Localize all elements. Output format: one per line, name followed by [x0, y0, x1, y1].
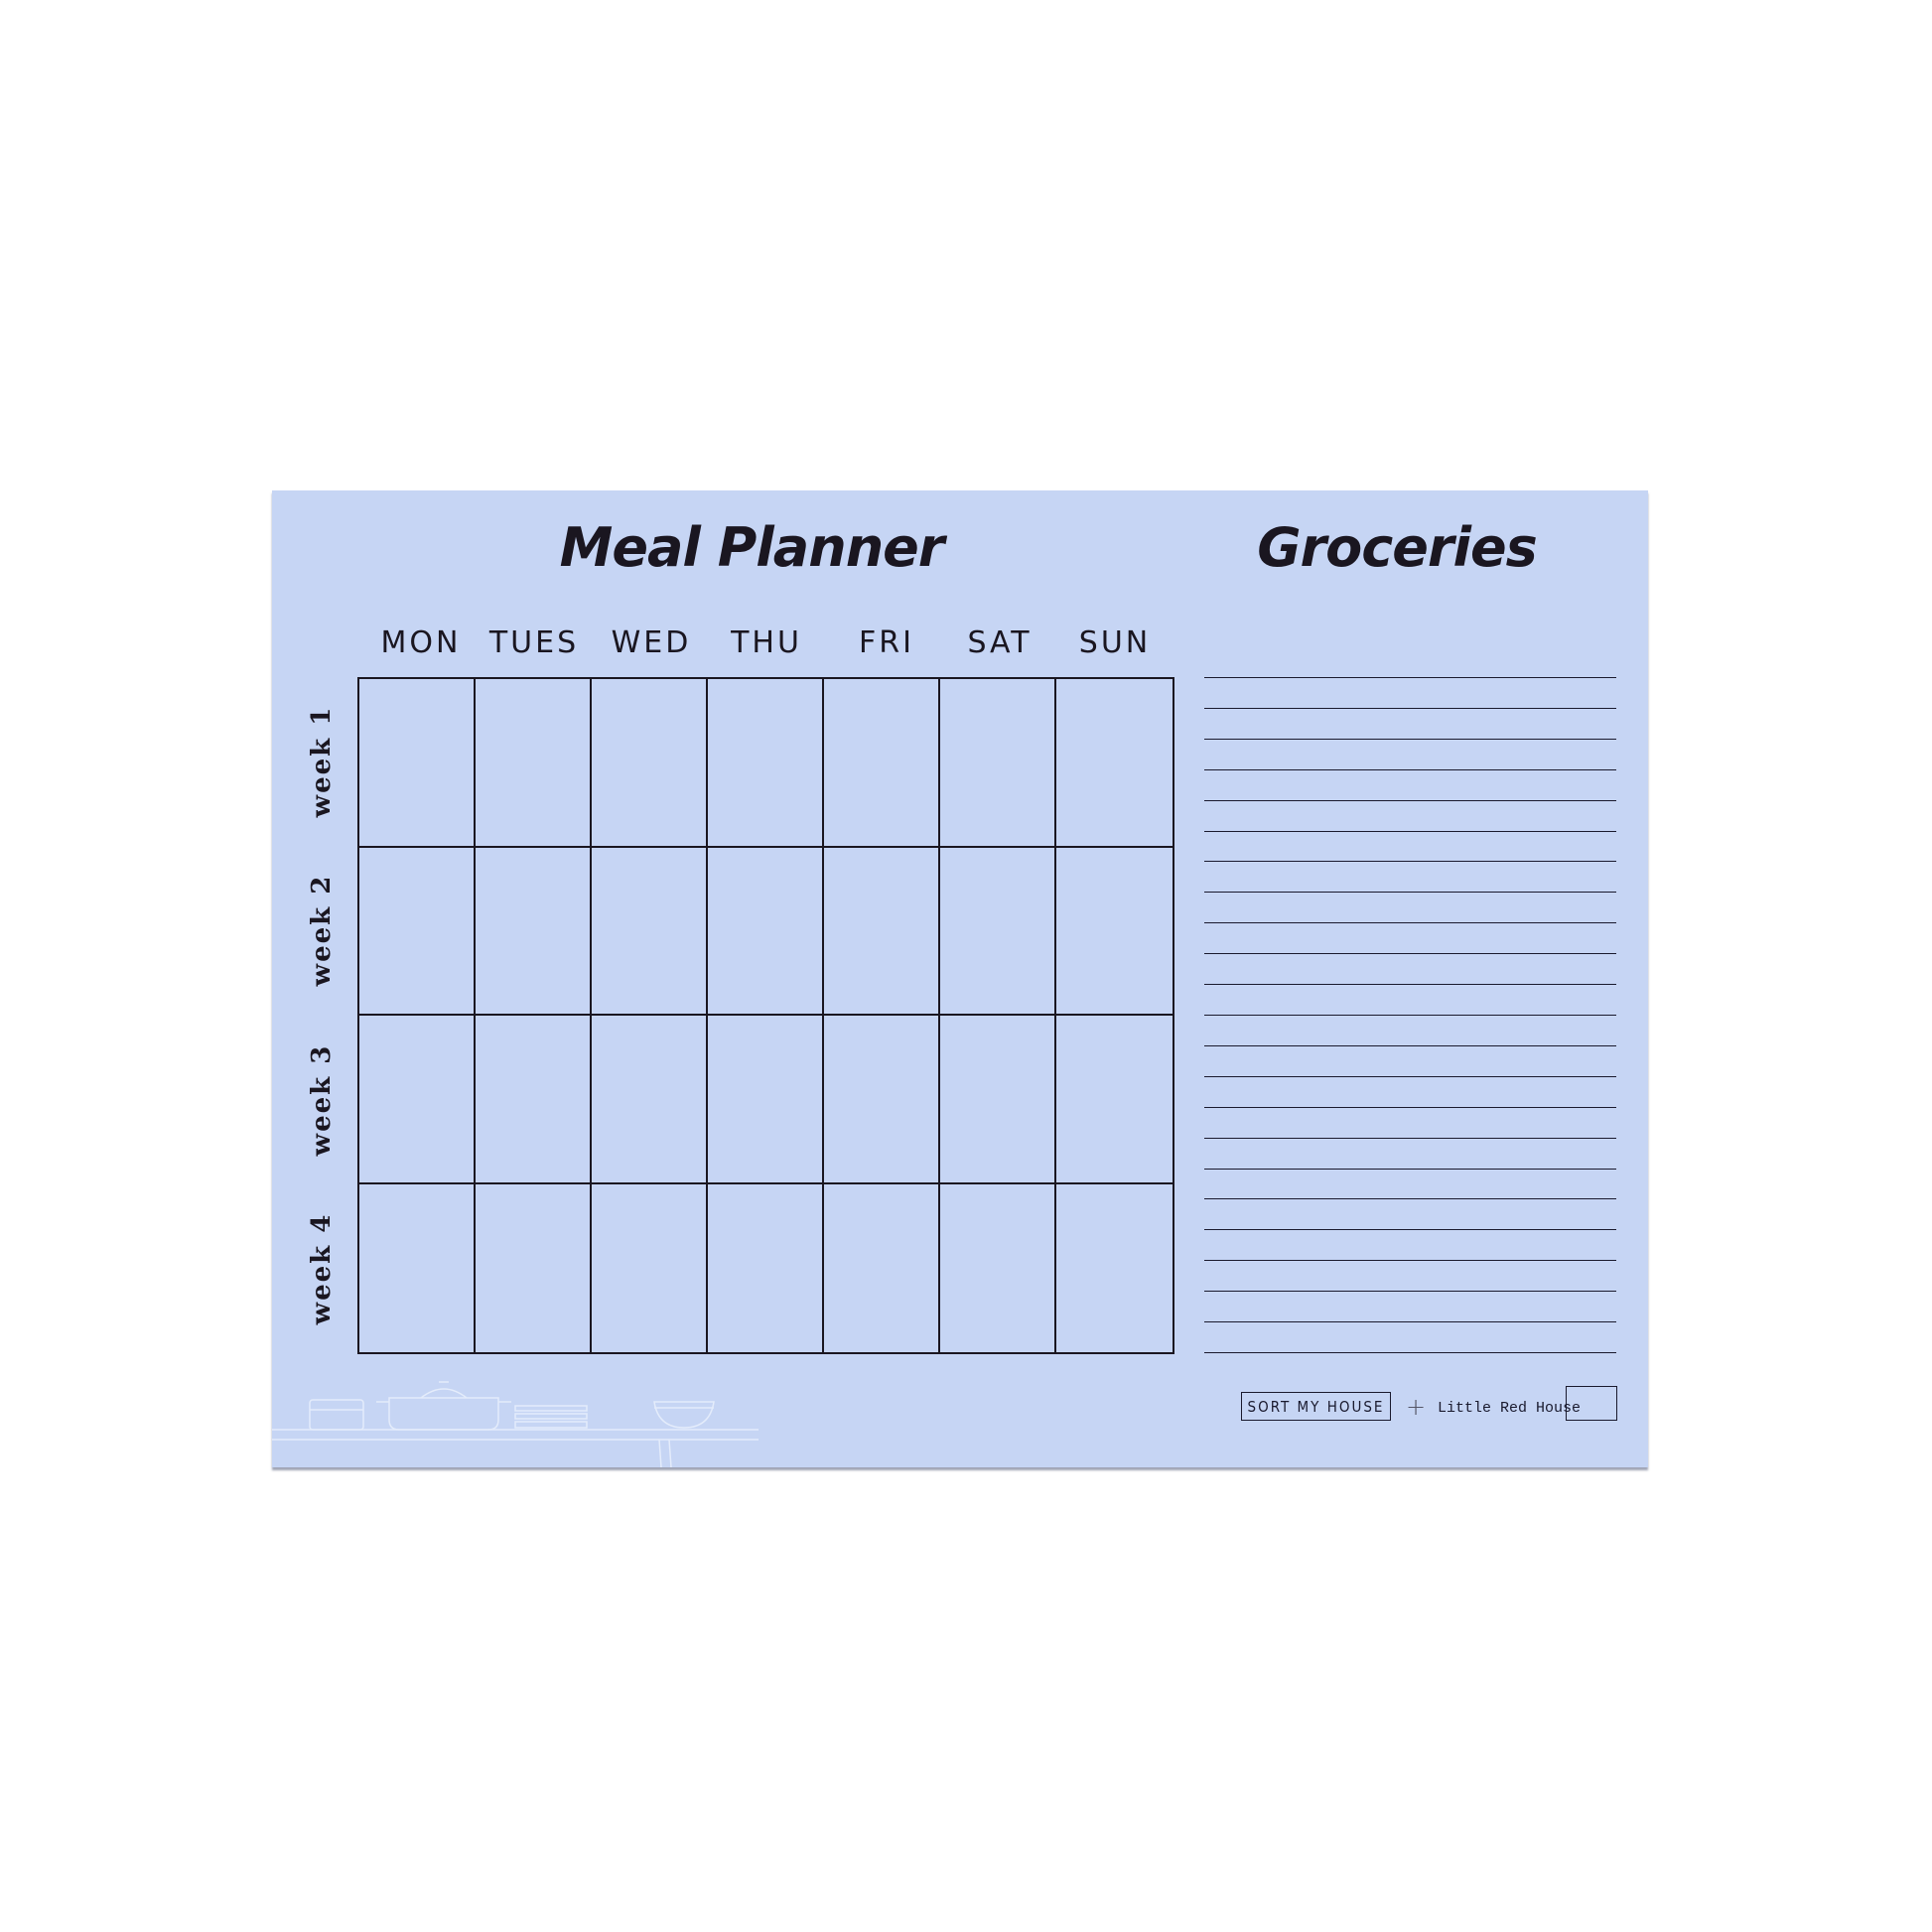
kitchen-shelf-illustration: [272, 1381, 759, 1467]
grocery-line[interactable]: [1204, 1044, 1616, 1046]
grocery-line[interactable]: [1204, 984, 1616, 986]
grocery-line[interactable]: [1204, 1321, 1616, 1323]
day-label-fri: FRI: [859, 625, 914, 660]
grocery-line[interactable]: [1204, 677, 1616, 678]
meal-cell[interactable]: [940, 679, 1056, 848]
meal-cell[interactable]: [592, 679, 708, 848]
meal-cell[interactable]: [940, 1183, 1056, 1352]
week-label-3: week 3: [307, 1043, 337, 1157]
grocery-line[interactable]: [1204, 830, 1616, 832]
meal-cell[interactable]: [708, 847, 824, 1016]
grocery-line[interactable]: [1204, 707, 1616, 709]
grocery-line[interactable]: [1204, 1168, 1616, 1170]
meal-cell[interactable]: [1056, 1016, 1173, 1184]
plus-icon: +: [1406, 1393, 1427, 1421]
meal-cell[interactable]: [359, 1016, 476, 1184]
meal-cell[interactable]: [476, 847, 592, 1016]
meal-cell[interactable]: [708, 1183, 824, 1352]
grocery-line[interactable]: [1204, 768, 1616, 770]
meal-cell[interactable]: [359, 1183, 476, 1352]
meal-cell[interactable]: [1056, 1184, 1173, 1353]
grocery-line[interactable]: [1204, 1260, 1616, 1262]
grocery-line[interactable]: [1204, 1075, 1616, 1077]
meal-cell[interactable]: [940, 847, 1056, 1016]
grocery-line[interactable]: [1204, 953, 1616, 955]
meal-grid: [357, 677, 1174, 1354]
grocery-line[interactable]: [1204, 799, 1616, 801]
sort-my-house-logo: SORT MY HOUSE: [1241, 1392, 1391, 1421]
meal-cell[interactable]: [592, 1183, 708, 1352]
grocery-line[interactable]: [1204, 1229, 1616, 1231]
grocery-line[interactable]: [1204, 1198, 1616, 1200]
meal-cell[interactable]: [476, 679, 592, 848]
groceries-title: Groceries: [1257, 516, 1538, 579]
little-red-house-logo: Little Red House: [1438, 1400, 1582, 1417]
meal-cell[interactable]: [708, 679, 824, 848]
week-label-2: week 2: [307, 874, 337, 987]
meal-cell[interactable]: [1056, 848, 1173, 1016]
day-label-sat: SAT: [967, 625, 1033, 660]
grocery-line[interactable]: [1204, 1291, 1616, 1293]
grocery-line[interactable]: [1204, 861, 1616, 863]
grocery-line[interactable]: [1204, 922, 1616, 924]
meal-cell[interactable]: [592, 1016, 708, 1184]
meal-cell[interactable]: [1056, 679, 1173, 848]
day-label-sun: SUN: [1078, 625, 1152, 660]
meal-cell[interactable]: [824, 1016, 940, 1184]
meal-cell[interactable]: [824, 679, 940, 848]
meal-cell[interactable]: [476, 1183, 592, 1352]
meal-cell[interactable]: [824, 847, 940, 1016]
day-label-wed: WED: [611, 625, 692, 660]
meal-cell[interactable]: [940, 1016, 1056, 1184]
meal-cell[interactable]: [708, 1016, 824, 1184]
grocery-line[interactable]: [1204, 738, 1616, 740]
grocery-line[interactable]: [1204, 1137, 1616, 1139]
day-label-mon: MON: [380, 625, 462, 660]
meal-cell[interactable]: [592, 847, 708, 1016]
logo-box: [1566, 1386, 1617, 1421]
meal-cell[interactable]: [359, 847, 476, 1016]
grocery-line[interactable]: [1204, 1015, 1616, 1016]
meal-cell[interactable]: [359, 679, 476, 848]
week-label-1: week 1: [307, 705, 337, 818]
grocery-line[interactable]: [1204, 1106, 1616, 1108]
day-label-tues: TUES: [488, 625, 580, 660]
grocery-line[interactable]: [1204, 1352, 1616, 1353]
grocery-line[interactable]: [1204, 892, 1616, 894]
meal-cell[interactable]: [824, 1183, 940, 1352]
week-label-4: week 4: [307, 1212, 337, 1325]
meal-planner-sheet: [272, 490, 1648, 1467]
day-label-thu: THU: [731, 625, 802, 660]
meal-planner-title: Meal Planner: [559, 516, 945, 579]
meal-cell[interactable]: [476, 1016, 592, 1184]
